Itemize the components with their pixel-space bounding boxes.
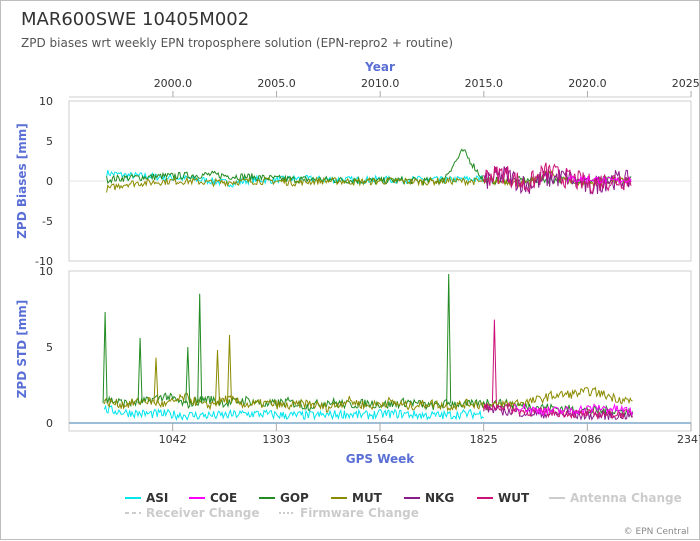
- std-spike: [137, 337, 143, 404]
- std-spike: [491, 319, 497, 404]
- bias-y-tick-label: -10: [35, 255, 53, 268]
- week-tick-label: 2347: [677, 433, 700, 446]
- bias-series-wut: [483, 162, 632, 195]
- bias-y-tick-label: 10: [39, 95, 53, 108]
- std-spike: [227, 334, 232, 404]
- year-tick-label: 2010.0: [361, 77, 400, 90]
- std-y-tick-label: 0: [46, 417, 53, 430]
- legend-label-coe: COE: [210, 491, 237, 505]
- chart-subtitle: ZPD biases wrt weekly EPN troposphere so…: [21, 36, 454, 50]
- week-tick-label: 1303: [262, 433, 290, 446]
- bias-y-axis-label: ZPD Biases [mm]: [15, 123, 29, 239]
- legend-label-receiver-change: Receiver Change: [146, 506, 260, 520]
- std-series-asi: [103, 404, 484, 422]
- std-series-mut: [103, 386, 633, 413]
- legend-label-antenna-change: Antenna Change: [570, 491, 682, 505]
- std-panel: 0 5 10 ZPD STD [mm] 1042 1303 1564 1825 2086 2347…: [15, 265, 700, 466]
- std-y-tick-label: 5: [46, 341, 53, 354]
- week-axis-label: GPS Week: [346, 452, 416, 466]
- bias-y-tick-label: -5: [42, 215, 53, 228]
- year-tick-label: 2020.0: [568, 77, 607, 90]
- std-y-tick-label: 10: [39, 265, 53, 278]
- week-tick-label: 1825: [470, 433, 498, 446]
- legend-label-firmware-change: Firmware Change: [300, 506, 419, 520]
- std-spike: [102, 312, 108, 404]
- year-tick-label: 2025.0: [672, 77, 700, 90]
- legend-label-mut: MUT: [352, 491, 383, 505]
- week-tick-label: 2086: [573, 433, 601, 446]
- std-spike: [185, 346, 191, 404]
- credit-text: © EPN Central: [623, 527, 689, 537]
- std-spike: [446, 274, 452, 404]
- std-y-axis-label: ZPD STD [mm]: [15, 300, 29, 399]
- bias-y-tick-label: 5: [46, 135, 53, 148]
- chart-title: MAR600SWE 10405M002: [21, 9, 250, 30]
- year-tick-label: 2015.0: [465, 77, 504, 90]
- legend: ASI COE GOP MUT NKG WUT Antenna Change Receiver…: [125, 491, 682, 520]
- legend-label-gop: GOP: [280, 491, 309, 505]
- bias-panel: -10 -5 0 5 10 ZPD Biases [mm] 2000.0 2005.0 2010…: [15, 60, 700, 268]
- bias-series-asi: [106, 169, 485, 188]
- std-series-coe: [513, 402, 634, 417]
- legend-label-wut: WUT: [498, 491, 530, 505]
- legend-label-nkg: NKG: [425, 491, 454, 505]
- week-tick-label: 1564: [366, 433, 394, 446]
- std-spike: [153, 357, 159, 404]
- bias-y-tick-label: 0: [46, 175, 53, 188]
- week-tick-label: 1042: [159, 433, 187, 446]
- year-tick-label: 2005.0: [257, 77, 296, 90]
- bias-series-coe: [566, 174, 632, 184]
- year-tick-label: 2000.0: [154, 77, 193, 90]
- legend-label-asi: ASI: [146, 491, 168, 505]
- std-spike: [215, 350, 220, 404]
- year-axis-label: Year: [364, 60, 395, 74]
- std-spike: [197, 293, 203, 404]
